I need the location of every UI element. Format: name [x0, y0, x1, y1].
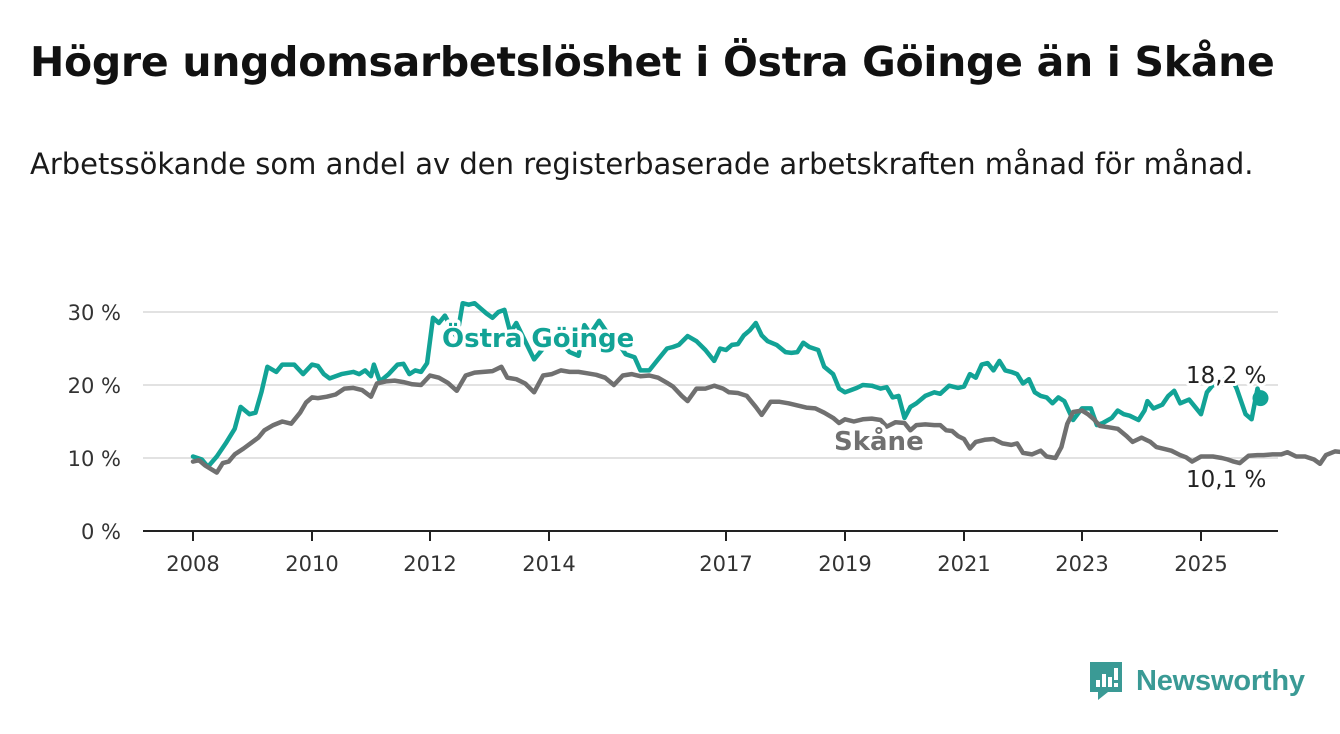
x-tick-label: 2019: [818, 552, 871, 576]
end-value-ostra-goinge: 18,2 %: [1186, 363, 1266, 389]
series-labels: Östra Göinge Skåne 18,2 % 10,1 %: [439, 318, 1270, 497]
newsworthy-brand[interactable]: Newsworthy: [1088, 660, 1305, 702]
brand-name: Newsworthy: [1136, 664, 1305, 697]
series-lines: [190, 300, 1340, 475]
chart-title: Högre ungdomsarbetslöshet i Östra Göinge…: [30, 38, 1275, 86]
x-tick-label: 2023: [1055, 552, 1108, 576]
newsworthy-logo-icon: [1090, 662, 1122, 700]
y-tick-label: 20 %: [68, 374, 121, 398]
y-tick-label: 30 %: [68, 301, 121, 325]
y-tick-label: 10 %: [68, 447, 121, 471]
series-end-dot: [1252, 390, 1269, 407]
line-chart: 0 % 10 % 20 % 30 % 2008 2010 2012 2014 2017 2019…: [68, 300, 1340, 576]
x-tick-label: 2025: [1174, 552, 1227, 576]
y-axis-ticks: 0 % 10 % 20 % 30 %: [68, 301, 121, 544]
x-tick-label: 2021: [937, 552, 990, 576]
series-label-skane: Skåne: [834, 425, 924, 457]
series-line-skane: [190, 364, 1340, 475]
x-tick-label: 2017: [699, 552, 752, 576]
x-tick-label: 2012: [403, 552, 456, 576]
x-axis-ticks: 2008 2010 2012 2014 2017 2019 2021 2023 2025: [166, 531, 1228, 576]
x-tick-label: 2014: [522, 552, 575, 576]
x-tick-label: 2008: [166, 552, 219, 576]
y-tick-label: 0 %: [81, 520, 121, 544]
x-tick-label: 2010: [285, 552, 338, 576]
chart-subtitle: Arbetssökande som andel av den registerb…: [30, 147, 1254, 181]
series-label-ostra-goinge: Östra Göinge: [442, 321, 634, 354]
end-value-skane: 10,1 %: [1186, 467, 1266, 493]
